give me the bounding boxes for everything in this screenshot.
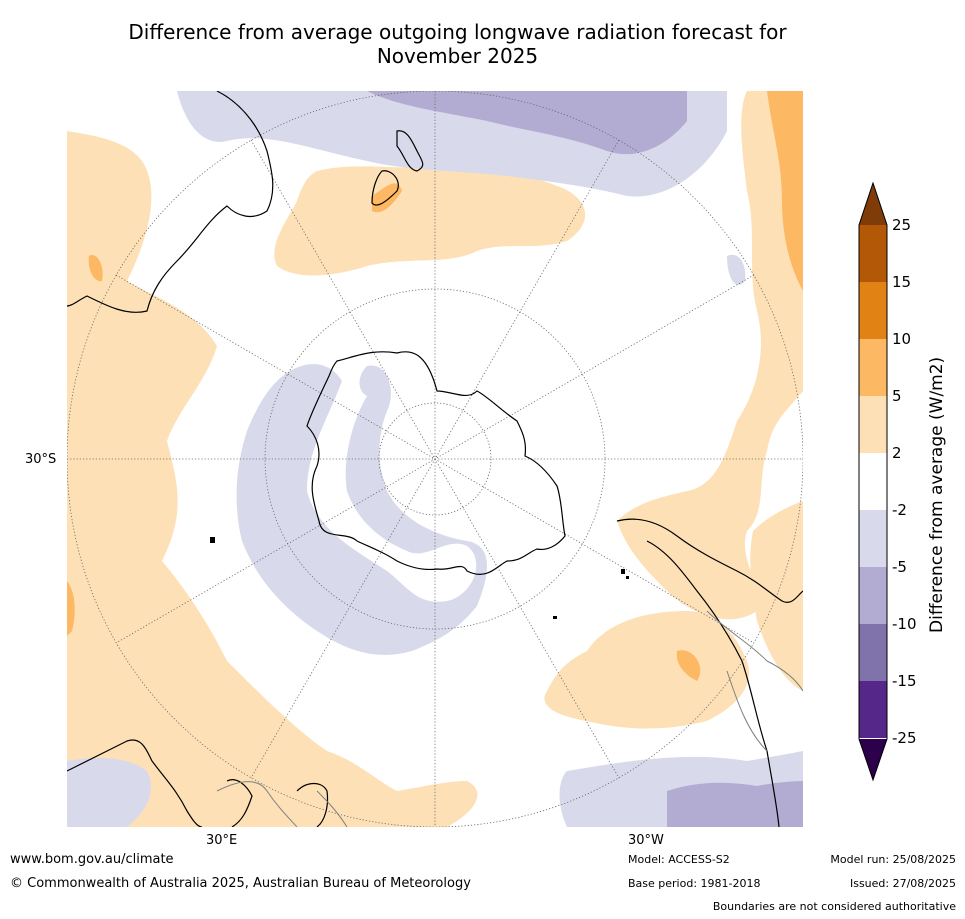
colorbar-bottom-arrow xyxy=(859,739,887,780)
footer-model: Model: ACCESS-S2 xyxy=(628,853,730,866)
map-title-line1: Difference from average outgoing longwav… xyxy=(128,20,787,44)
footer-disclaimer: Boundaries are not considered authoritat… xyxy=(712,900,956,913)
coast-india xyxy=(296,782,329,827)
colorbar-bin xyxy=(859,624,887,681)
anomaly-fields xyxy=(67,91,803,827)
colorbar-tick-label: -15 xyxy=(892,672,917,690)
colorbar-tick-label: 15 xyxy=(892,273,912,291)
anomaly-pos5-patch2 xyxy=(88,255,103,282)
anomaly-pos-east-pacific xyxy=(617,91,803,620)
colorbar-tick-label: 2 xyxy=(892,444,902,462)
colorbar-bins xyxy=(859,225,887,738)
colorbar-bin xyxy=(859,510,887,567)
country-boundaries xyxy=(216,610,803,827)
colorbar-top-arrow xyxy=(859,183,887,225)
lon-label-30w: 30°W xyxy=(628,833,664,848)
anomaly-pos-tasman xyxy=(274,164,586,276)
colorbar-bin xyxy=(859,282,887,339)
colorbar-tick-label: 25 xyxy=(892,216,912,234)
footer-issued: Issued: 27/08/2025 xyxy=(849,877,956,890)
colorbar-bin xyxy=(859,681,887,738)
coast-nz-south xyxy=(371,170,399,206)
footer-model-run: Model run: 25/08/2025 xyxy=(830,853,956,866)
colorbar-tick-label: -2 xyxy=(892,501,907,519)
colorbar-bin xyxy=(859,396,887,453)
colorbar-bin xyxy=(859,225,887,282)
graticule xyxy=(67,91,803,827)
anomaly-pos5-patch3 xyxy=(67,581,75,636)
footer-copyright: © Commonwealth of Australia 2025, Austra… xyxy=(10,876,471,891)
coast-nz-north xyxy=(396,130,424,172)
anomaly-pos5-patch1 xyxy=(767,91,803,291)
coast-south-america xyxy=(616,518,803,603)
footer-website: www.bom.gov.au/climate xyxy=(10,852,174,867)
colorbar-bin xyxy=(859,339,887,396)
colorbar-tick-label: -10 xyxy=(892,615,917,633)
coastlines xyxy=(67,91,803,827)
anomaly-neg-lower-left xyxy=(67,758,151,827)
map-title-line2: November 2025 xyxy=(376,44,539,68)
coast-africa xyxy=(67,739,203,827)
anomaly-neg-ring xyxy=(236,364,487,655)
colorbar-bin xyxy=(859,567,887,624)
anomaly-pos-far-east xyxy=(750,501,803,691)
anomaly-neg5-top xyxy=(367,91,687,155)
colorbar-tick-label: 5 xyxy=(892,387,902,405)
lon-label-30e: 30°E xyxy=(206,833,238,848)
anomaly-pos-west-indian xyxy=(67,131,478,827)
islands xyxy=(210,537,629,619)
colorbar-label: Difference from average (W/m2) xyxy=(927,356,947,633)
polar-map xyxy=(67,91,803,827)
coast-australia-nz xyxy=(67,91,274,313)
lat-label-30s: 30°S xyxy=(25,452,57,467)
anomaly-pos5-patch4 xyxy=(676,650,701,681)
colorbar-tick-label: -5 xyxy=(892,558,907,576)
coast-madagascar xyxy=(226,779,253,827)
anomaly-neg5-bottom xyxy=(667,781,803,827)
footer-base-period: Base period: 1981-2018 xyxy=(628,877,761,890)
anomaly-pos-south-america xyxy=(544,611,749,729)
coast-south-america-west xyxy=(646,540,780,827)
anomaly-neg-east xyxy=(727,254,746,285)
colorbar-tick-label: -25 xyxy=(892,729,917,747)
colorbar-tick-label: 10 xyxy=(892,330,912,348)
map-title: Difference from average outgoing longwav… xyxy=(60,20,855,68)
colorbar xyxy=(858,182,888,782)
coast-antarctica xyxy=(306,351,566,575)
colorbar-bin xyxy=(859,453,887,510)
